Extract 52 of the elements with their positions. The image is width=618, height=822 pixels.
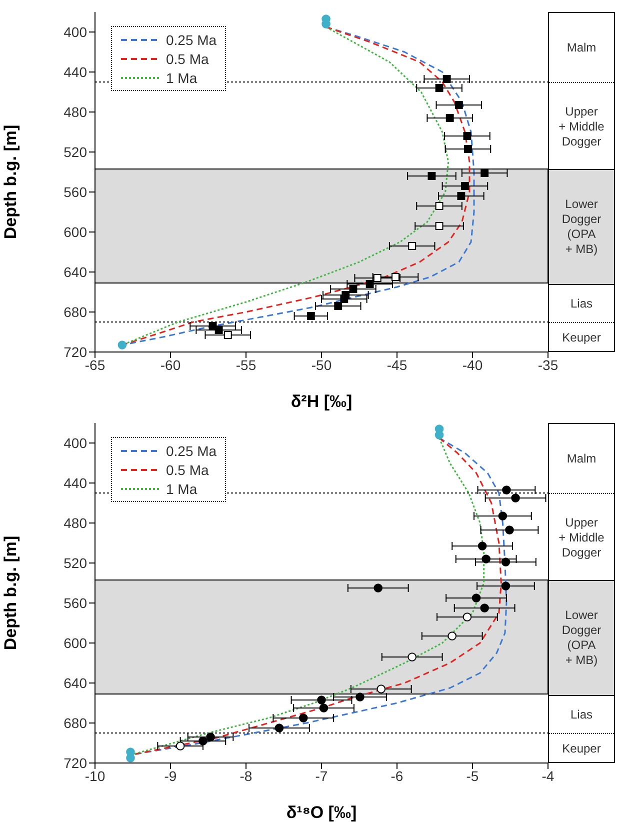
y-tick-label: 480 [64, 514, 88, 531]
text: Keuper [561, 330, 602, 346]
y-tick-label: 640 [64, 674, 88, 691]
y-tick-label: 720 [64, 754, 88, 771]
y-tick-label: 640 [64, 264, 88, 280]
y-tick-label: 680 [64, 714, 88, 731]
x-axis-title: δ¹⁸O [‰] [286, 803, 357, 822]
x-tick-label: -9 [164, 768, 177, 784]
legend-label: 0.5 Ma [166, 462, 209, 478]
legend-label: 0.25 Ma [166, 32, 217, 48]
y-tick-label: 560 [64, 184, 88, 200]
legend-label: 1 Ma [166, 480, 198, 496]
x-tick-label: -40 [462, 356, 483, 373]
x-tick-label: -6 [390, 768, 404, 784]
y-tick-label: 600 [64, 634, 88, 651]
y-tick-label: 680 [64, 304, 88, 320]
y-tick-label: 480 [64, 104, 88, 120]
x-tick-label: -35 [538, 356, 558, 373]
y-tick-label: 600 [64, 224, 88, 240]
x-tick-label: -55 [236, 356, 256, 373]
text: Lias [569, 707, 594, 722]
x-tick-label: -4 [542, 768, 554, 784]
y-tick-label: 520 [64, 144, 88, 160]
legend-label: 0.25 Ma [166, 442, 217, 458]
text: Malm [566, 40, 598, 56]
y-tick-label: 440 [64, 474, 88, 491]
y-tick-label: 520 [64, 554, 88, 571]
x-tick-label: -65 [84, 356, 106, 373]
x-tick-label: -10 [84, 768, 106, 784]
x-tick-label: -50 [311, 356, 332, 373]
x-tick-label: -45 [386, 356, 408, 373]
y-tick-label: 440 [64, 64, 88, 80]
text: Lower Dogger (OPA + MB) [560, 608, 602, 668]
y-axis-title: Depth b.g. [m] [1, 124, 20, 240]
text: Lower Dogger (OPA + MB) [560, 197, 602, 257]
x-tick-label: -7 [315, 768, 328, 784]
x-tick-label: -60 [160, 356, 181, 373]
x-axis-title: δ²H [‰] [290, 392, 352, 411]
legend-label: 1 Ma [166, 70, 198, 86]
text: Malm [566, 452, 598, 466]
y-axis-title: Depth b.g. [m] [1, 536, 20, 650]
y-tick-label: 400 [64, 24, 88, 40]
text: Upper + Middle Dogger [558, 104, 606, 149]
y-tick-label: 720 [64, 344, 88, 360]
y-tick-label: 400 [64, 434, 88, 451]
text: Upper + Middle Dogger [558, 515, 606, 560]
text: Lias [569, 296, 594, 311]
text: Keuper [561, 742, 602, 756]
legend-label: 0.5 Ma [166, 50, 209, 66]
y-tick-label: 560 [64, 594, 88, 611]
x-tick-label: -5 [466, 768, 479, 784]
x-tick-label: -8 [240, 768, 252, 784]
